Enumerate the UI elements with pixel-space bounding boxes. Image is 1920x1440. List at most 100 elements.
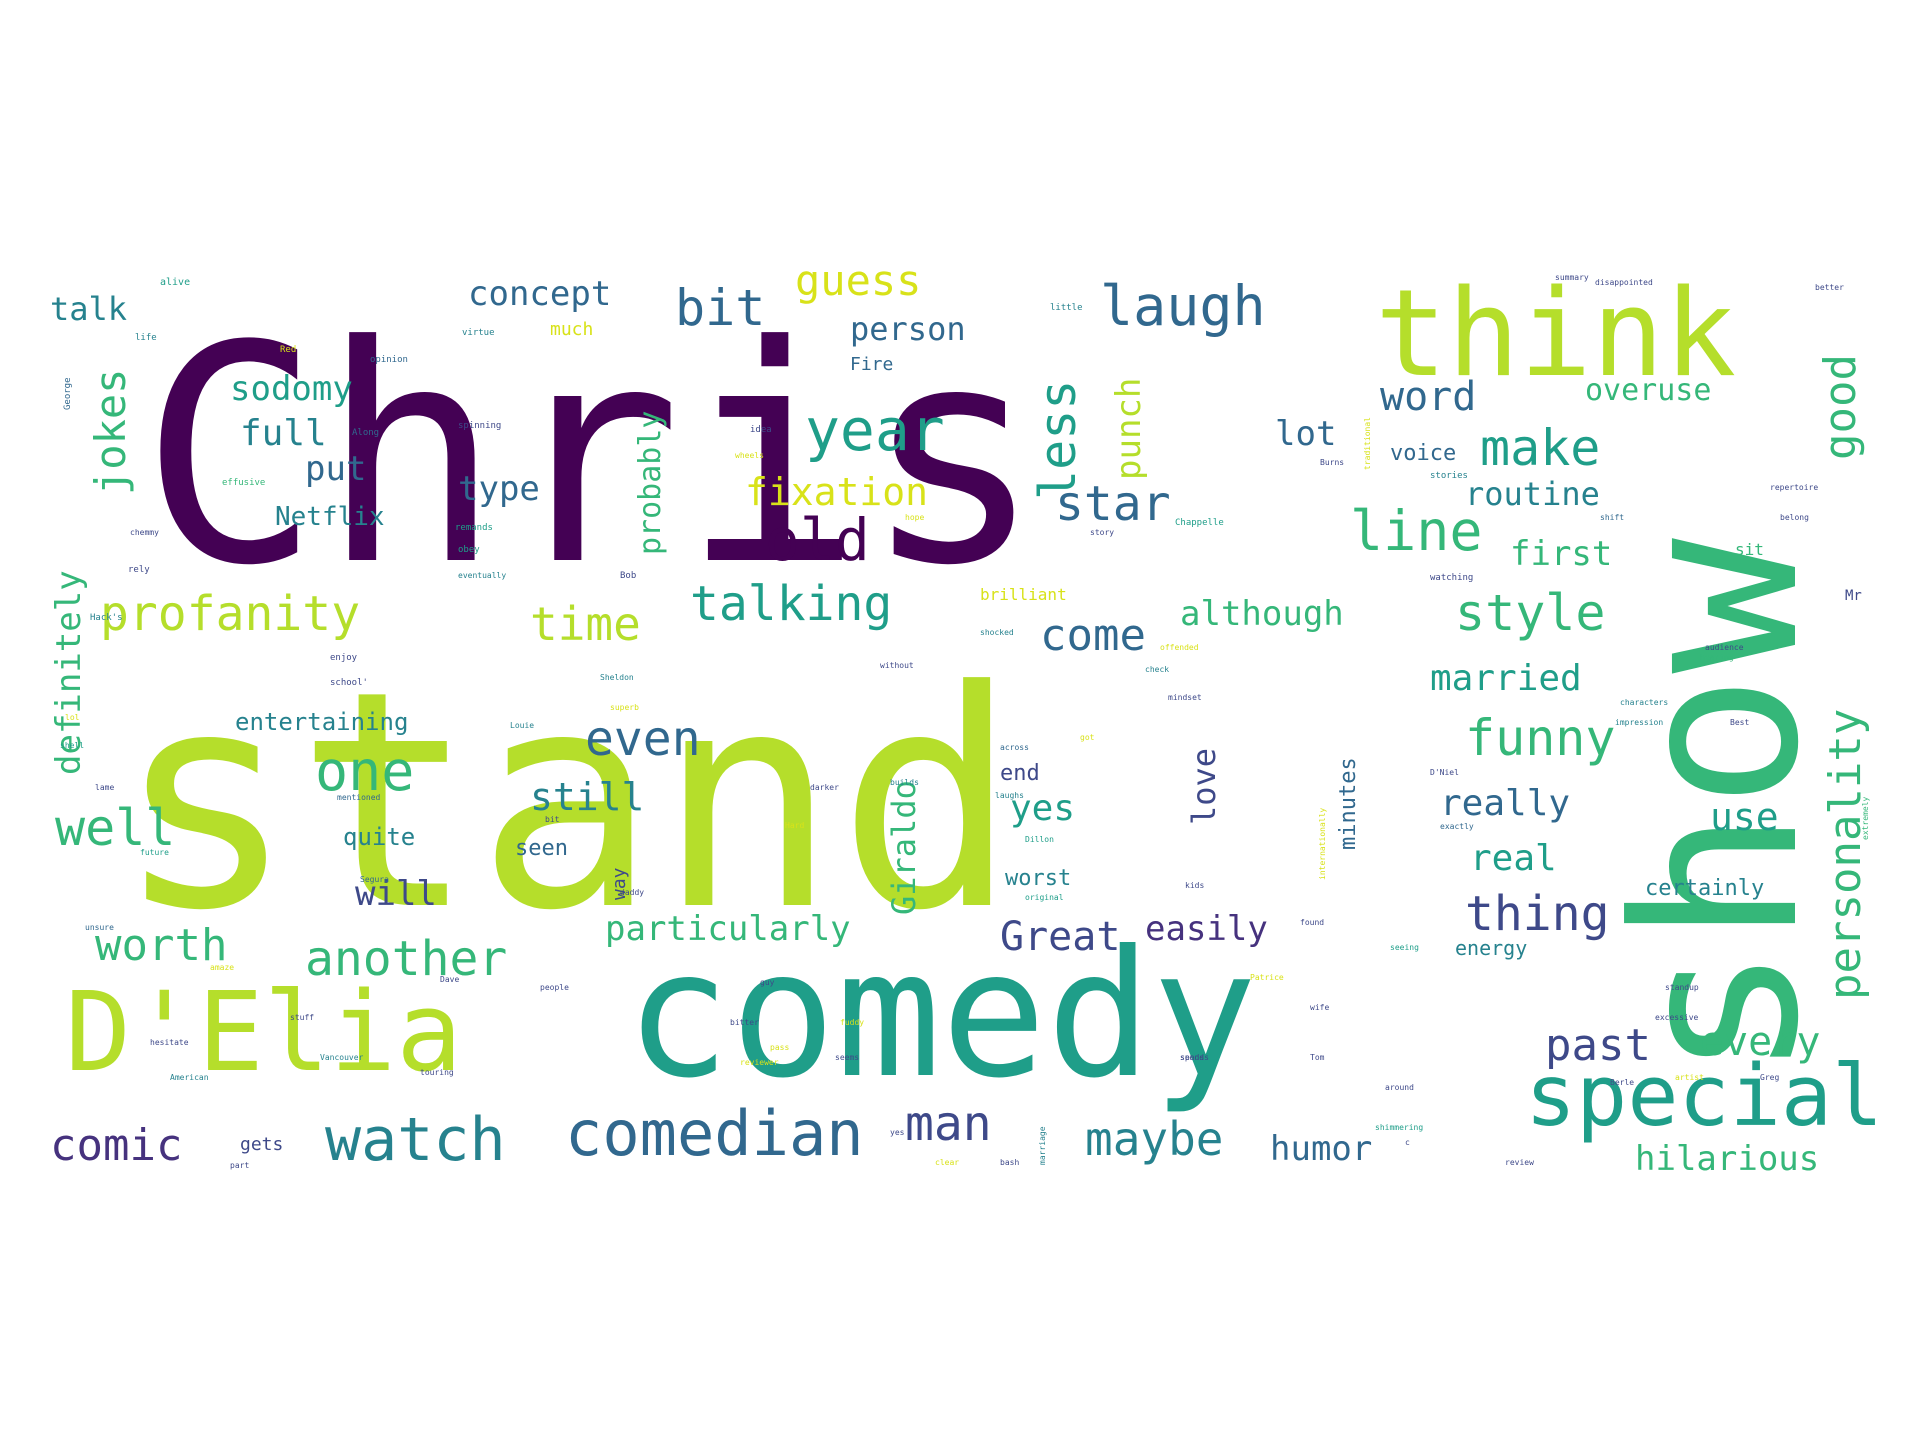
word-53: every bbox=[1700, 1019, 1820, 1065]
word-157: Patrice bbox=[1250, 973, 1284, 982]
word-12: less bbox=[1029, 380, 1087, 500]
word-119: Sheldon bbox=[600, 673, 634, 682]
word-178: marriage bbox=[1038, 1126, 1047, 1165]
word-147: kids bbox=[1185, 881, 1204, 890]
word-137: across bbox=[1000, 743, 1029, 752]
word-169: reviewer bbox=[740, 1058, 779, 1067]
word-154: Dave bbox=[440, 975, 459, 984]
word-33: sodomy bbox=[230, 369, 353, 409]
word-148: original bbox=[1025, 893, 1064, 902]
word-46: routine bbox=[1465, 475, 1600, 513]
word-138: got bbox=[1080, 733, 1095, 742]
word-117: enjoy bbox=[330, 653, 358, 663]
word-113: watching bbox=[1430, 573, 1473, 583]
word-25: time bbox=[530, 597, 641, 651]
word-109: Burns bbox=[1320, 458, 1344, 467]
word-36: talk bbox=[50, 290, 127, 328]
word-37: Netflix bbox=[275, 502, 385, 532]
word-177: Greg bbox=[1760, 1073, 1779, 1082]
word-51: real bbox=[1470, 838, 1557, 879]
word-63: Great bbox=[1000, 914, 1120, 960]
word-44: overuse bbox=[1585, 373, 1711, 408]
word-19: good bbox=[1815, 354, 1866, 460]
word-185: bit bbox=[545, 815, 560, 824]
word-160: wife bbox=[1310, 1003, 1329, 1012]
word-11: laugh bbox=[1100, 274, 1266, 338]
word-156: guy bbox=[760, 978, 775, 987]
word-13: profanity bbox=[100, 586, 360, 642]
word-65: Giraldo bbox=[885, 780, 923, 915]
word-7: comedian bbox=[565, 1097, 864, 1170]
word-186: lol bbox=[65, 713, 80, 722]
word-96: chemmy bbox=[130, 528, 159, 537]
word-93: spinning bbox=[458, 421, 501, 431]
word-17: talking bbox=[690, 576, 892, 632]
word-124: mindset bbox=[1168, 693, 1202, 702]
word-133: mentioned bbox=[337, 793, 381, 802]
word-112: belong bbox=[1780, 513, 1809, 522]
word-144: lame bbox=[95, 783, 114, 792]
word-27: star bbox=[1055, 476, 1171, 532]
word-74: worst bbox=[1005, 866, 1071, 891]
word-45: lot bbox=[1275, 414, 1336, 454]
word-78: voice bbox=[1390, 441, 1456, 466]
word-122: without bbox=[880, 661, 914, 670]
word-48: married bbox=[1430, 658, 1582, 699]
word-89: opinion bbox=[370, 355, 408, 365]
word-128: characters bbox=[1620, 698, 1668, 707]
word-40: fixation bbox=[745, 470, 928, 514]
word-50: use bbox=[1710, 795, 1779, 839]
word-189: yes bbox=[890, 1128, 905, 1137]
word-26: come bbox=[1040, 610, 1146, 661]
word-132: shell bbox=[60, 741, 84, 750]
word-114: shift bbox=[1600, 513, 1624, 522]
word-97: rely bbox=[128, 565, 150, 575]
word-59: comic bbox=[50, 1120, 182, 1171]
word-60: worth bbox=[95, 920, 227, 971]
word-68: still bbox=[530, 775, 644, 819]
word-121: shocked bbox=[980, 628, 1014, 637]
word-179: clear bbox=[935, 1158, 959, 1167]
word-82: way bbox=[609, 867, 630, 900]
word-35: put bbox=[305, 449, 366, 489]
word-66: love bbox=[1185, 748, 1223, 825]
word-42: person bbox=[850, 310, 966, 348]
word-54: past bbox=[1545, 1020, 1651, 1071]
word-162: standup bbox=[1665, 983, 1699, 992]
word-172: spends bbox=[1180, 1053, 1209, 1062]
word-75: minutes bbox=[1336, 757, 1361, 850]
word-79: much bbox=[550, 319, 593, 340]
word-164: stuff bbox=[290, 1013, 314, 1022]
word-86: alive bbox=[160, 277, 190, 288]
word-155: people bbox=[540, 983, 569, 992]
word-10: year bbox=[805, 396, 945, 464]
word-111: repertoire bbox=[1770, 483, 1818, 492]
word-18: personality bbox=[1820, 709, 1871, 1000]
word-41: punch bbox=[1109, 378, 1149, 480]
word-153: amaze bbox=[210, 963, 234, 972]
word-9: old bbox=[765, 506, 870, 574]
word-15: well bbox=[55, 799, 175, 857]
word-4: think bbox=[1375, 265, 1736, 404]
word-175: Berle bbox=[1610, 1078, 1634, 1087]
word-8: watch bbox=[325, 1105, 506, 1175]
word-123: check bbox=[1145, 665, 1169, 674]
word-159: fuddy bbox=[840, 1018, 864, 1027]
word-139: internationally bbox=[1318, 808, 1327, 880]
word-23: funny bbox=[1465, 709, 1616, 767]
word-187: laughs bbox=[995, 791, 1024, 800]
word-92: George bbox=[63, 377, 73, 410]
word-183: part bbox=[230, 1161, 249, 1170]
word-136: builds bbox=[890, 778, 919, 787]
word-180: bash bbox=[1000, 1158, 1019, 1167]
word-152: seeing bbox=[1390, 943, 1419, 952]
word-167: touring bbox=[420, 1068, 454, 1077]
word-151: unsure bbox=[85, 923, 114, 932]
word-30: concept bbox=[468, 274, 611, 314]
word-166: Vancouver bbox=[320, 1053, 364, 1062]
word-5: D'Elia bbox=[65, 968, 462, 1096]
word-130: Best bbox=[1730, 718, 1749, 727]
word-163: excessive bbox=[1655, 1013, 1699, 1022]
